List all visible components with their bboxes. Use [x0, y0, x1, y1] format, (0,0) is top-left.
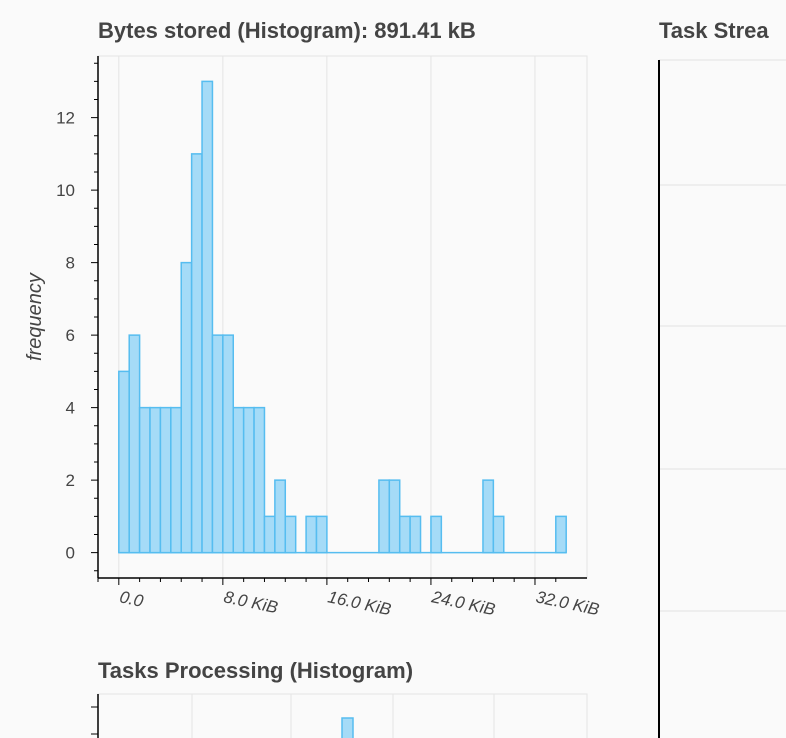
histogram-bar[interactable] [263, 515, 276, 554]
tasks-x-gridlines [191, 694, 495, 738]
y-tick-label: 10 [56, 181, 75, 200]
histogram-bar[interactable] [409, 515, 422, 554]
y-tick-label: 0 [66, 544, 75, 563]
histogram-bar[interactable] [149, 406, 162, 554]
histogram-bar[interactable] [388, 479, 401, 554]
histogram-bar[interactable] [128, 334, 141, 554]
bytes-stored-title: Bytes stored (Histogram): 891.41 kB [98, 18, 476, 43]
histogram-bar[interactable] [222, 334, 235, 554]
histogram-bar[interactable] [284, 515, 297, 554]
histogram-bar[interactable] [341, 717, 354, 738]
bytes-bars [118, 80, 567, 554]
histogram-bar[interactable] [211, 334, 224, 554]
y-tick-label: 4 [66, 399, 75, 418]
y-tick-label: 12 [56, 109, 75, 128]
histogram-bar[interactable] [492, 515, 505, 554]
x-tick-label: 16.0 KiB [326, 587, 393, 619]
tasks-bars [341, 717, 354, 738]
histogram-bar[interactable] [180, 261, 193, 554]
histogram-bar[interactable] [430, 515, 443, 554]
histogram-bar[interactable] [555, 515, 567, 554]
task-stream-plot-area [659, 60, 786, 738]
histogram-bar[interactable] [482, 479, 495, 554]
bytes-y-ticks: 0 2 4 6 8 10 12 [56, 62, 98, 572]
x-tick-label: 24.0 KiB [429, 587, 497, 619]
bytes-stored-histogram[interactable]: 0 2 4 6 8 10 12 0.0 8.0 KiB 16.0 KiB 24.0 KiB 32.0… [24, 55, 601, 619]
tasks-processing-title: Tasks Processing (Histogram) [98, 658, 414, 683]
histogram-bar[interactable] [159, 406, 172, 554]
histogram-bar[interactable] [253, 406, 266, 554]
bytes-x-ticks: 0.0 8.0 KiB 16.0 KiB 24.0 KiB 32.0 KiB [97, 578, 601, 619]
histogram-bar[interactable] [138, 406, 151, 554]
histogram-bar[interactable] [190, 153, 203, 554]
x-tick-label: 32.0 KiB [534, 587, 601, 619]
histogram-bar[interactable] [305, 515, 318, 554]
histogram-bar[interactable] [242, 406, 255, 554]
x-tick-label: 8.0 KiB [222, 587, 280, 617]
tasks-processing-histogram[interactable] [91, 693, 588, 738]
y-tick-label: 8 [66, 254, 75, 273]
histogram-bar[interactable] [274, 479, 287, 554]
y-tick-label: 2 [66, 471, 75, 490]
y-axis-label: frequency [24, 272, 46, 361]
histogram-bar[interactable] [170, 406, 182, 554]
x-tick-label: 0.0 [118, 587, 146, 611]
task-stream-title: Task Strea [659, 18, 769, 43]
histogram-bar[interactable] [118, 370, 130, 554]
histogram-bar[interactable] [315, 515, 328, 554]
histogram-bar[interactable] [232, 406, 245, 554]
histogram-bar[interactable] [378, 479, 391, 554]
task-stream-plot[interactable] [658, 59, 786, 738]
histogram-bar[interactable] [201, 80, 214, 554]
y-tick-label: 6 [66, 326, 75, 345]
histogram-bar[interactable] [398, 515, 411, 554]
